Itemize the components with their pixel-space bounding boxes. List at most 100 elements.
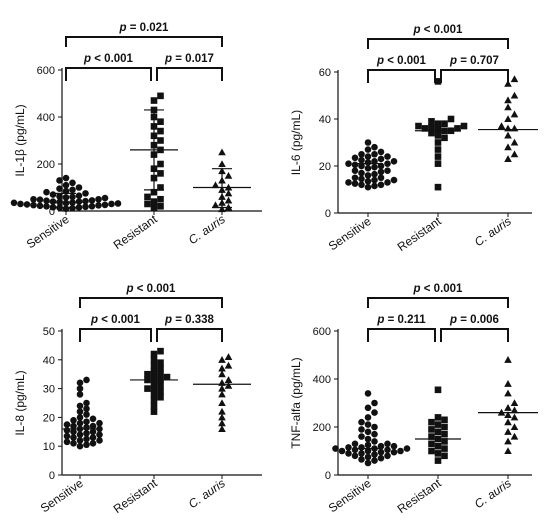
data-point (510, 399, 519, 407)
data-point (17, 200, 24, 208)
y-tick-label: 600 (37, 65, 55, 77)
x-tick-label: C. auris (186, 212, 228, 247)
data-point (218, 370, 226, 378)
data-point (510, 75, 519, 83)
data-point (345, 179, 352, 186)
data-point (345, 444, 352, 451)
data-point (30, 201, 37, 209)
data-point (83, 411, 90, 418)
data-point (163, 373, 171, 381)
data-point (358, 175, 365, 183)
comparison-bracket (79, 328, 152, 342)
data-point (157, 393, 164, 401)
data-point (358, 150, 365, 158)
data-point (364, 165, 372, 172)
data-point (377, 181, 385, 189)
data-point (371, 451, 378, 458)
data-point (454, 125, 461, 132)
data-point (224, 361, 233, 369)
data-point (434, 160, 442, 167)
data-point (364, 421, 372, 428)
data-point (76, 442, 84, 450)
data-point (371, 438, 378, 445)
data-point (510, 413, 519, 421)
data-point (428, 418, 435, 426)
data-point (384, 160, 391, 167)
data-point (218, 356, 226, 363)
data-point (218, 413, 226, 421)
data-point (23, 201, 31, 208)
data-point (70, 434, 77, 441)
data-point (224, 189, 233, 197)
data-point (364, 404, 372, 412)
data-point (441, 430, 448, 438)
data-point (144, 370, 151, 378)
y-tick-label: 50 (43, 326, 55, 338)
data-point (510, 91, 519, 99)
data-point (358, 456, 365, 463)
data-point (364, 139, 372, 146)
data-point (364, 172, 372, 179)
data-point (358, 433, 365, 440)
data-point (434, 139, 442, 146)
x-tick-label: C. auris (472, 214, 514, 249)
data-point (157, 170, 164, 177)
data-point (364, 435, 372, 443)
data-point (504, 79, 512, 87)
chart-panel-2: 0 20 40 60 IL-6 (pg/mL) Sensitive Resistant C. … (289, 24, 538, 254)
data-point (434, 126, 442, 133)
data-point (82, 197, 89, 205)
data-point (428, 129, 435, 137)
data-point (358, 450, 365, 457)
data-point (76, 385, 84, 392)
data-point (332, 445, 339, 452)
data-point (218, 148, 226, 156)
data-point (76, 402, 84, 410)
comparison-bracket (79, 297, 223, 308)
y-tick-label: 400 (313, 374, 331, 386)
data-point (371, 163, 378, 171)
data-point (150, 350, 158, 358)
data-point (447, 115, 455, 123)
y-tick-label: 0 (49, 470, 55, 482)
data-point (504, 428, 512, 435)
data-point (150, 198, 158, 205)
data-point (36, 202, 44, 210)
data-point (441, 438, 448, 445)
data-point (504, 380, 512, 387)
p-value-label: p = 0.338 (164, 314, 215, 326)
y-tick-label: 10 (43, 441, 55, 453)
data-point (377, 448, 385, 456)
x-tick-label: Resistant (111, 476, 161, 517)
data-point (150, 204, 158, 211)
data-point (428, 440, 435, 448)
data-point (421, 125, 429, 132)
data-point (504, 411, 512, 419)
y-tick-label: 40 (319, 114, 331, 126)
data-point (364, 459, 372, 467)
data-point (351, 180, 359, 187)
p-value-label: p < 0.001 (83, 53, 134, 65)
data-point (83, 418, 90, 426)
data-point (510, 110, 519, 118)
p-value-label: p = 0.017 (164, 53, 214, 65)
data-point (504, 115, 512, 123)
data-point (69, 186, 76, 194)
data-point (56, 185, 63, 192)
data-point (504, 404, 512, 411)
data-point (83, 424, 90, 431)
p-value-label: p < 0.001 (413, 283, 464, 295)
data-point (415, 122, 422, 130)
data-point (497, 122, 506, 130)
x-tick-label: Resistant (395, 214, 445, 255)
data-point (390, 442, 398, 450)
data-point (364, 153, 372, 160)
data-point (510, 150, 519, 158)
p-value-label: p < 0.001 (413, 24, 464, 36)
data-point (504, 389, 512, 397)
data-point (371, 176, 378, 184)
data-point (428, 426, 435, 433)
data-point (88, 203, 96, 210)
data-point (218, 407, 226, 415)
data-point (364, 447, 372, 455)
